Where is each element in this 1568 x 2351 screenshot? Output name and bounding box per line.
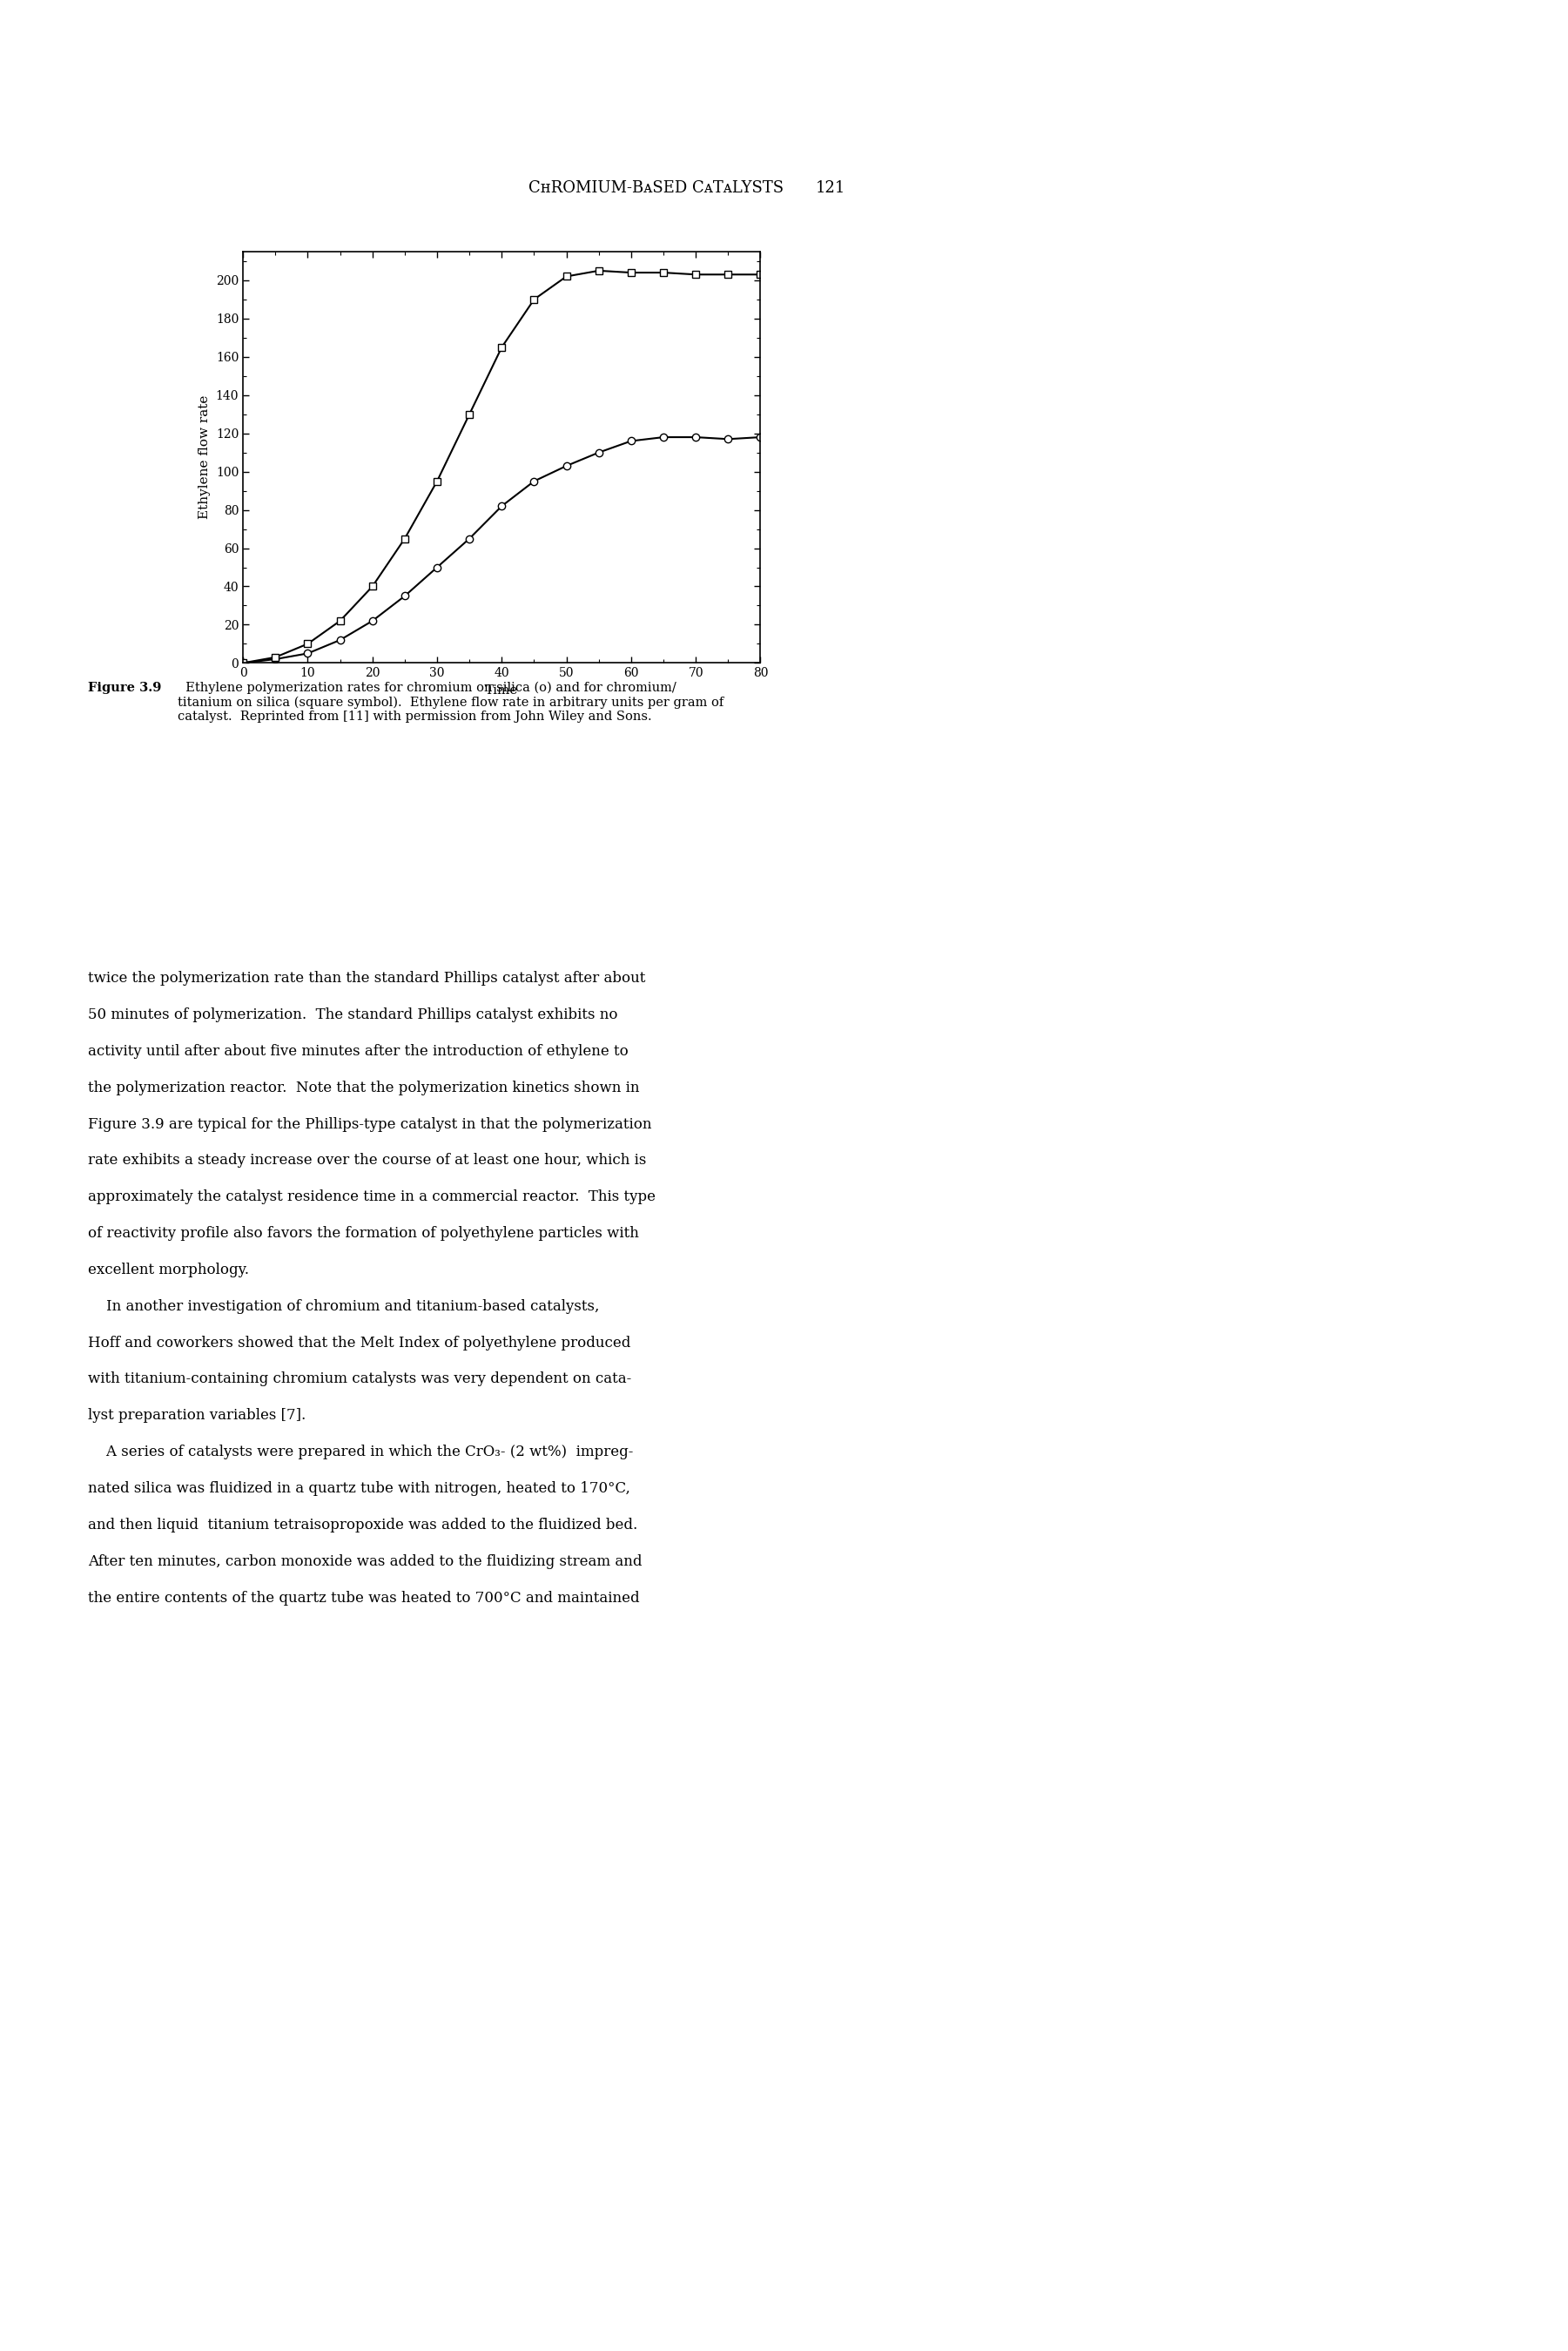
Text: 121: 121 (815, 181, 845, 195)
Text: the entire contents of the quartz tube was heated to 700°C and maintained: the entire contents of the quartz tube w… (88, 1592, 640, 1606)
Text: Figure 3.9: Figure 3.9 (88, 682, 162, 694)
Text: approximately the catalyst residence time in a commercial reactor.  This type: approximately the catalyst residence tim… (88, 1190, 655, 1204)
Text: excellent morphology.: excellent morphology. (88, 1262, 249, 1277)
Text: the polymerization reactor.  Note that the polymerization kinetics shown in: the polymerization reactor. Note that th… (88, 1081, 640, 1096)
Text: Hoff and coworkers showed that the Melt Index of polyethylene produced: Hoff and coworkers showed that the Melt … (88, 1335, 630, 1349)
Text: lyst preparation variables [7].: lyst preparation variables [7]. (88, 1408, 306, 1422)
Text: Ethylene polymerization rates for chromium on silica (o) and for chromium/
titan: Ethylene polymerization rates for chromi… (177, 682, 723, 724)
Text: activity until after about five minutes after the introduction of ethylene to: activity until after about five minutes … (88, 1044, 629, 1058)
Text: In another investigation of chromium and titanium-based catalysts,: In another investigation of chromium and… (88, 1300, 599, 1314)
Text: twice the polymerization rate than the standard Phillips catalyst after about: twice the polymerization rate than the s… (88, 971, 646, 985)
Y-axis label: Ethylene flow rate: Ethylene flow rate (199, 395, 212, 520)
Text: and then liquid  titanium tetraisopropoxide was added to the fluidized bed.: and then liquid titanium tetraisopropoxi… (88, 1519, 637, 1533)
Text: CʜROMIUM-BᴀSED CᴀTᴀLYSTS: CʜROMIUM-BᴀSED CᴀTᴀLYSTS (528, 181, 784, 195)
Text: rate exhibits a steady increase over the course of at least one hour, which is: rate exhibits a steady increase over the… (88, 1154, 646, 1168)
Text: After ten minutes, carbon monoxide was added to the fluidizing stream and: After ten minutes, carbon monoxide was a… (88, 1554, 641, 1568)
Text: 50 minutes of polymerization.  The standard Phillips catalyst exhibits no: 50 minutes of polymerization. The standa… (88, 1006, 618, 1023)
Text: Figure 3.9 are typical for the Phillips-type catalyst in that the polymerization: Figure 3.9 are typical for the Phillips-… (88, 1117, 652, 1131)
Text: of reactivity profile also favors the formation of polyethylene particles with: of reactivity profile also favors the fo… (88, 1227, 638, 1241)
Text: A series of catalysts were prepared in which the CrO₃- (2 wt%)  impreg-: A series of catalysts were prepared in w… (88, 1444, 633, 1460)
X-axis label: Time: Time (485, 684, 519, 696)
Text: with titanium-containing chromium catalysts was very dependent on cata-: with titanium-containing chromium cataly… (88, 1373, 632, 1387)
Text: nated silica was fluidized in a quartz tube with nitrogen, heated to 170°C,: nated silica was fluidized in a quartz t… (88, 1481, 630, 1495)
